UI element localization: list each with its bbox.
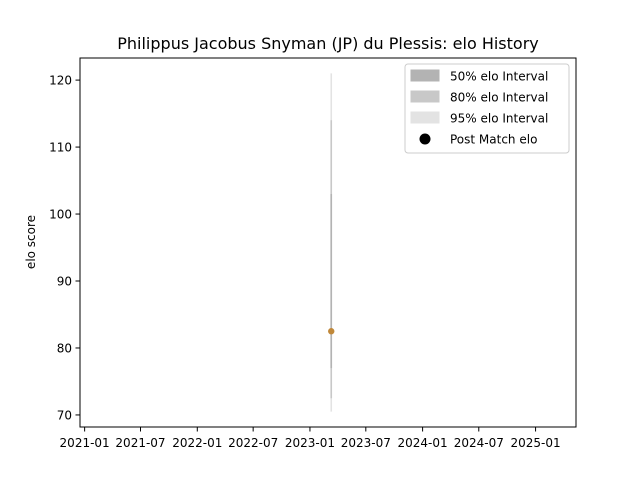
y-axis-label: elo score (24, 215, 38, 269)
chart-title: Philippus Jacobus Snyman (JP) du Plessis… (117, 34, 538, 53)
post-match-elo-point (328, 328, 335, 335)
y-tick-label: 120 (49, 74, 72, 88)
x-tick-label: 2023-07 (341, 436, 391, 450)
legend-swatch-50-elo-interval (410, 69, 440, 82)
x-tick-label: 2022-01 (172, 436, 222, 450)
x-axis: 2021-01 2021-07 2022-01 2022-07 2023-01 2023-… (60, 427, 561, 450)
y-tick-label: 100 (49, 208, 72, 222)
legend-label-50-elo-interval: 50% elo Interval (450, 70, 548, 84)
x-tick-label: 2023-01 (285, 436, 335, 450)
y-tick-label: 90 (57, 275, 72, 289)
y-tick-label: 80 (57, 341, 72, 355)
legend-label-post-match-elo: Post Match elo (450, 133, 537, 147)
legend-box (404, 63, 570, 154)
x-tick-label: 2022-07 (228, 436, 278, 450)
x-tick-label: 2025-01 (510, 436, 560, 450)
legend-marker-post-match-elo (419, 133, 431, 145)
x-tick-label: 2024-01 (398, 436, 448, 450)
legend-swatch-80-elo-interval (410, 90, 440, 103)
y-tick-label: 70 (57, 408, 72, 422)
data-points (328, 328, 335, 335)
plot-frame (79, 57, 577, 428)
legend-label-80-elo-interval: 80% elo Interval (450, 91, 548, 105)
x-tick-label: 2021-07 (115, 436, 165, 450)
legend: 50% elo Interval 80% elo Interval 95% elo … (404, 63, 570, 154)
legend-swatch-95-elo-interval (410, 111, 440, 124)
legend-label-95-elo-interval: 95% elo Interval (450, 112, 548, 126)
y-tick-label: 110 (49, 141, 72, 155)
x-tick-label: 2024-07 (454, 436, 504, 450)
y-axis: 70 80 90 100 110 120 (49, 74, 80, 422)
x-tick-label: 2021-01 (60, 436, 110, 450)
